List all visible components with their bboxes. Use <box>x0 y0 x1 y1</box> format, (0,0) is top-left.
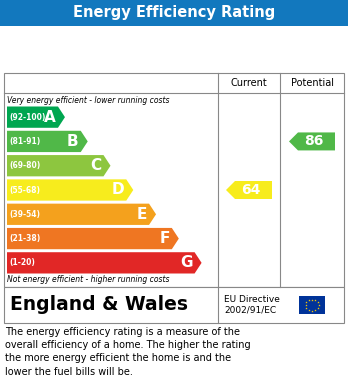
Text: 86: 86 <box>304 135 324 149</box>
Text: The energy efficiency rating is a measure of the
overall efficiency of a home. T: The energy efficiency rating is a measur… <box>5 327 251 377</box>
Text: Potential: Potential <box>291 78 333 88</box>
Text: (69-80): (69-80) <box>9 161 40 170</box>
Polygon shape <box>7 155 111 176</box>
Polygon shape <box>7 106 65 128</box>
Text: Current: Current <box>231 78 267 88</box>
Text: (92-100): (92-100) <box>9 113 45 122</box>
Polygon shape <box>7 131 88 152</box>
Polygon shape <box>7 204 156 225</box>
Bar <box>4 73 344 287</box>
Bar <box>4 287 344 323</box>
Text: Not energy efficient - higher running costs: Not energy efficient - higher running co… <box>7 275 169 284</box>
Text: (55-68): (55-68) <box>9 185 40 194</box>
Polygon shape <box>7 179 133 201</box>
Text: A: A <box>44 109 56 125</box>
Polygon shape <box>226 181 272 199</box>
Text: Very energy efficient - lower running costs: Very energy efficient - lower running co… <box>7 96 169 105</box>
Text: England & Wales: England & Wales <box>10 296 188 314</box>
Text: (21-38): (21-38) <box>9 234 40 243</box>
Text: (1-20): (1-20) <box>9 258 35 267</box>
Text: 64: 64 <box>242 183 261 197</box>
Text: Energy Efficiency Rating: Energy Efficiency Rating <box>73 5 275 20</box>
Bar <box>299 296 325 314</box>
Text: (81-91): (81-91) <box>9 137 40 146</box>
Polygon shape <box>7 252 201 273</box>
Text: (39-54): (39-54) <box>9 210 40 219</box>
Polygon shape <box>7 228 179 249</box>
Text: E: E <box>137 207 147 222</box>
Text: G: G <box>180 255 192 270</box>
Text: C: C <box>90 158 102 173</box>
Text: B: B <box>67 134 79 149</box>
Polygon shape <box>289 133 335 151</box>
Bar <box>0 0 348 26</box>
Text: EU Directive
2002/91/EC: EU Directive 2002/91/EC <box>224 295 280 315</box>
Text: D: D <box>112 183 124 197</box>
Text: F: F <box>159 231 170 246</box>
